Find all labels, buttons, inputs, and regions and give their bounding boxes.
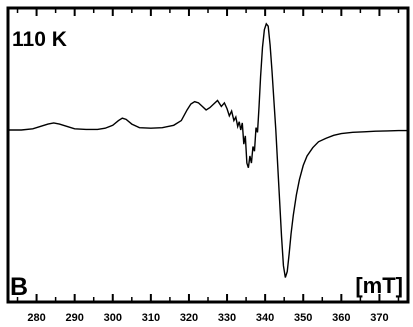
x-tick-label: 280 (27, 312, 45, 324)
x-tick-label: 330 (218, 312, 236, 324)
x-tick-label: 310 (142, 312, 160, 324)
plot-frame (6, 6, 410, 304)
panel-label: B (10, 273, 28, 301)
x-tick-label: 340 (256, 312, 274, 324)
x-tick-label: 320 (180, 312, 198, 324)
x-tick-label: 360 (332, 312, 350, 324)
x-axis-tick-labels: 280 290 300 310 320 330 340 350 360 370 (27, 312, 388, 324)
temperature-label: 110 K (12, 28, 67, 51)
x-tick-label: 300 (104, 312, 122, 324)
x-tick-label: 370 (370, 312, 388, 324)
axis-tick-marks (16, 8, 400, 302)
x-tick-label: 290 (66, 312, 84, 324)
unit-label: [mT] (355, 273, 403, 298)
x-tick-label: 350 (294, 312, 312, 324)
spectrum-line (8, 22, 408, 278)
